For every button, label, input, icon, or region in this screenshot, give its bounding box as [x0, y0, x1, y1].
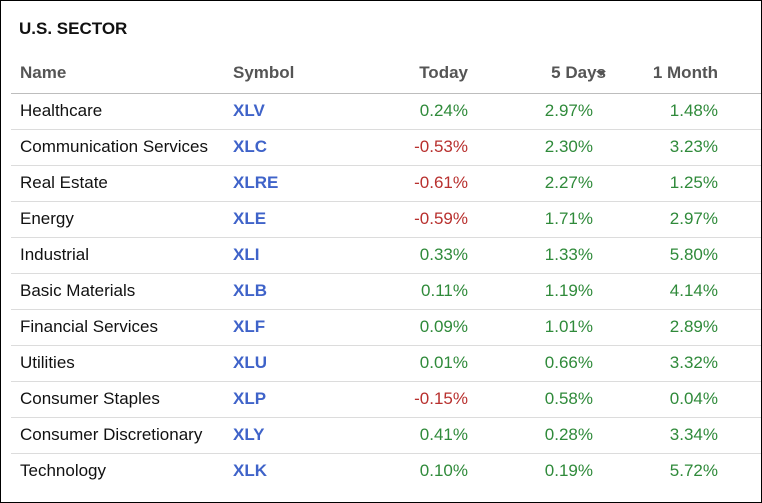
five-day-change: 0.58%	[544, 389, 593, 408]
today-change: -0.59%	[414, 209, 468, 228]
symbol-link[interactable]: XLB	[233, 281, 267, 300]
sector-name: Basic Materials	[20, 281, 136, 300]
five-day-change: 1.01%	[544, 317, 593, 336]
sector-name: Communication Services	[20, 137, 209, 156]
column-header[interactable]: 5 Days	[551, 63, 606, 82]
symbol-link[interactable]: XLI	[233, 245, 260, 264]
five-day-change: 0.66%	[544, 353, 593, 372]
symbol-link[interactable]: XLP	[233, 389, 267, 408]
sector-name: Energy	[20, 209, 74, 228]
column-header: Symbol	[233, 63, 295, 82]
symbol-link[interactable]: XLE	[233, 209, 267, 228]
row-divider	[11, 129, 761, 130]
row-divider	[11, 309, 761, 310]
panel-title: U.S. SECTOR	[19, 19, 128, 38]
symbol-link[interactable]: XLF	[233, 317, 266, 336]
row-divider	[11, 453, 761, 454]
sector-name: Real Estate	[20, 173, 108, 192]
header-divider	[11, 93, 761, 94]
five-day-change: 0.19%	[544, 461, 593, 480]
one-month-change: 2.89%	[669, 317, 718, 336]
sector-name: Healthcare	[20, 101, 103, 120]
one-month-change: 5.80%	[669, 245, 718, 264]
symbol-link[interactable]: XLY	[233, 425, 265, 444]
sector-name: Consumer Discretionary	[20, 425, 203, 444]
today-change: 0.01%	[419, 353, 468, 372]
five-day-change: 1.19%	[544, 281, 593, 300]
row-divider	[11, 417, 761, 418]
symbol-link[interactable]: XLK	[233, 461, 267, 480]
row-divider	[11, 237, 761, 238]
one-month-change: 3.34%	[669, 425, 718, 444]
row-divider	[11, 165, 761, 166]
sector-name: Utilities	[20, 353, 75, 372]
today-change: 0.09%	[419, 317, 468, 336]
column-header[interactable]: Today	[419, 63, 468, 82]
today-change: -0.61%	[414, 173, 468, 192]
row-divider	[11, 201, 761, 202]
symbol-link[interactable]: XLRE	[233, 173, 279, 192]
symbol-link[interactable]: XLU	[233, 353, 267, 372]
one-month-change: 0.04%	[669, 389, 718, 408]
sector-name: Industrial	[20, 245, 89, 264]
sector-name: Technology	[20, 461, 107, 480]
column-header: Name	[20, 63, 67, 82]
today-change: -0.53%	[414, 137, 468, 156]
symbol-link[interactable]: XLV	[233, 101, 265, 120]
one-month-change: 2.97%	[669, 209, 718, 228]
five-day-change: 2.27%	[544, 173, 593, 192]
row-divider	[11, 345, 761, 346]
one-month-change: 4.14%	[669, 281, 718, 300]
sector-name: Consumer Staples	[20, 389, 160, 408]
one-month-change: 3.23%	[669, 137, 718, 156]
one-month-change: 1.48%	[669, 101, 718, 120]
today-change: 0.10%	[419, 461, 468, 480]
today-change: 0.41%	[419, 425, 468, 444]
five-day-change: 2.97%	[544, 101, 593, 120]
five-day-change: 1.71%	[544, 209, 593, 228]
row-divider	[11, 381, 761, 382]
today-change: 0.11%	[421, 281, 468, 300]
one-month-change: 3.32%	[669, 353, 718, 372]
sort-caret[interactable]	[596, 71, 606, 76]
five-day-change: 1.33%	[544, 245, 593, 264]
symbol-link[interactable]: XLC	[233, 137, 267, 156]
column-header[interactable]: 1 Month	[652, 63, 718, 82]
today-change: 0.24%	[419, 101, 468, 120]
five-day-change: 2.30%	[544, 137, 593, 156]
row-divider	[11, 273, 761, 274]
one-month-change: 5.72%	[669, 461, 718, 480]
five-day-change: 0.28%	[544, 425, 593, 444]
one-month-change: 1.25%	[669, 173, 718, 192]
today-change: 0.33%	[419, 245, 468, 264]
sector-name: Financial Services	[20, 317, 158, 336]
today-change: -0.15%	[414, 389, 468, 408]
